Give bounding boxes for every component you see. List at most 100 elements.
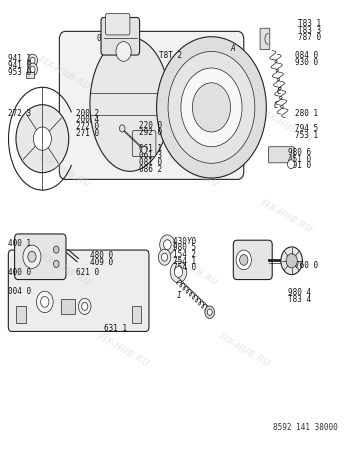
FancyBboxPatch shape <box>60 32 244 180</box>
FancyBboxPatch shape <box>101 18 140 55</box>
Text: C: C <box>276 87 281 96</box>
Circle shape <box>174 266 183 277</box>
Text: T83 4: T83 4 <box>288 295 311 304</box>
Circle shape <box>158 249 171 265</box>
Text: 200 2: 200 2 <box>76 109 99 118</box>
FancyBboxPatch shape <box>233 240 272 279</box>
Text: 980 5: 980 5 <box>173 243 196 252</box>
Circle shape <box>54 246 59 253</box>
Text: T83 1: T83 1 <box>298 19 321 28</box>
Circle shape <box>161 253 168 261</box>
Circle shape <box>23 245 41 268</box>
Circle shape <box>116 42 131 61</box>
Ellipse shape <box>28 63 37 76</box>
Circle shape <box>156 37 266 178</box>
Text: FIX-HUB.RU: FIX-HUB.RU <box>165 54 220 91</box>
Text: C: C <box>273 101 278 110</box>
Circle shape <box>287 160 294 169</box>
Circle shape <box>78 298 91 315</box>
FancyBboxPatch shape <box>132 130 156 157</box>
Text: 631 1: 631 1 <box>104 324 127 333</box>
Circle shape <box>28 252 36 262</box>
Text: FIX-HUB.RU: FIX-HUB.RU <box>165 153 220 190</box>
Circle shape <box>119 125 125 132</box>
Text: 272 3: 272 3 <box>8 109 32 118</box>
Circle shape <box>54 261 59 267</box>
Text: 154 2: 154 2 <box>173 250 196 259</box>
Text: 980 4: 980 4 <box>288 288 311 297</box>
Text: 409 0: 409 0 <box>90 257 113 266</box>
Text: 272 0: 272 0 <box>76 122 99 131</box>
Text: 061 2: 061 2 <box>114 20 137 29</box>
Text: FIX-HUB.RU: FIX-HUB.RU <box>36 251 91 288</box>
Text: 061 3: 061 3 <box>139 151 162 160</box>
Text: 086 2: 086 2 <box>139 165 162 174</box>
Text: 480 0: 480 0 <box>90 251 113 260</box>
Text: 451 0: 451 0 <box>288 155 311 164</box>
Text: FIX-HUB.RU: FIX-HUB.RU <box>217 332 272 369</box>
FancyBboxPatch shape <box>8 250 149 332</box>
Text: FIX-HUB.RU: FIX-HUB.RU <box>36 153 91 190</box>
Circle shape <box>205 306 215 319</box>
Text: 8592 141 38000: 8592 141 38000 <box>273 423 338 432</box>
Ellipse shape <box>30 57 35 63</box>
Circle shape <box>163 240 171 250</box>
Text: 760 0: 760 0 <box>295 261 318 270</box>
Text: 753 1: 753 1 <box>295 131 318 140</box>
Bar <box>61 299 75 314</box>
Text: FIX-HUB.RU: FIX-HUB.RU <box>36 54 91 91</box>
Text: 400 1: 400 1 <box>8 239 32 248</box>
Text: 280 1: 280 1 <box>295 109 318 118</box>
Text: 081 0: 081 0 <box>139 158 162 167</box>
Text: 271 0: 271 0 <box>76 129 99 138</box>
Text: Y: Y <box>186 237 190 246</box>
Circle shape <box>168 51 255 163</box>
Circle shape <box>281 247 302 274</box>
Text: 794 5: 794 5 <box>295 124 318 133</box>
Circle shape <box>207 309 212 315</box>
Text: 084 0: 084 0 <box>295 51 318 60</box>
Text: 292 0: 292 0 <box>139 128 162 137</box>
Text: FIX-HUB.RU: FIX-HUB.RU <box>259 198 314 234</box>
Ellipse shape <box>90 37 170 171</box>
Bar <box>26 72 34 78</box>
Text: 004 0: 004 0 <box>8 287 32 296</box>
Text: I: I <box>177 291 182 300</box>
Text: 953 0: 953 0 <box>8 68 32 76</box>
Text: A: A <box>230 44 235 53</box>
Bar <box>90 116 96 122</box>
Text: 200 4: 200 4 <box>76 115 99 124</box>
Circle shape <box>82 302 88 310</box>
Text: 220 0: 220 0 <box>139 121 162 130</box>
Text: T83 3: T83 3 <box>298 26 321 35</box>
Text: FIX-HUB.RU: FIX-HUB.RU <box>259 108 314 145</box>
Text: FIX-HUB.RU: FIX-HUB.RU <box>165 251 220 288</box>
Circle shape <box>33 127 51 150</box>
Circle shape <box>193 83 231 132</box>
Text: 941 1: 941 1 <box>8 54 32 63</box>
Text: 430 0: 430 0 <box>173 237 196 246</box>
Text: 061 0: 061 0 <box>97 35 120 44</box>
FancyBboxPatch shape <box>15 234 66 279</box>
Text: 691 0: 691 0 <box>288 162 311 171</box>
Circle shape <box>36 291 53 313</box>
Ellipse shape <box>28 54 37 67</box>
Text: T8T 2: T8T 2 <box>159 51 182 60</box>
Circle shape <box>286 254 297 268</box>
Circle shape <box>16 105 69 173</box>
FancyBboxPatch shape <box>268 147 294 163</box>
Circle shape <box>141 146 147 153</box>
Text: 980 6: 980 6 <box>288 148 311 157</box>
Bar <box>132 306 141 324</box>
Text: 061 1: 061 1 <box>139 144 162 153</box>
Text: 400 0: 400 0 <box>8 268 32 277</box>
Text: FIX-HUB.RU: FIX-HUB.RU <box>96 332 150 369</box>
Circle shape <box>170 261 187 283</box>
Bar <box>16 306 26 324</box>
Circle shape <box>181 68 242 147</box>
Circle shape <box>236 250 251 270</box>
Circle shape <box>41 297 49 307</box>
Text: 621 0: 621 0 <box>76 268 99 277</box>
Text: 754 1: 754 1 <box>173 256 196 266</box>
FancyBboxPatch shape <box>260 28 270 50</box>
